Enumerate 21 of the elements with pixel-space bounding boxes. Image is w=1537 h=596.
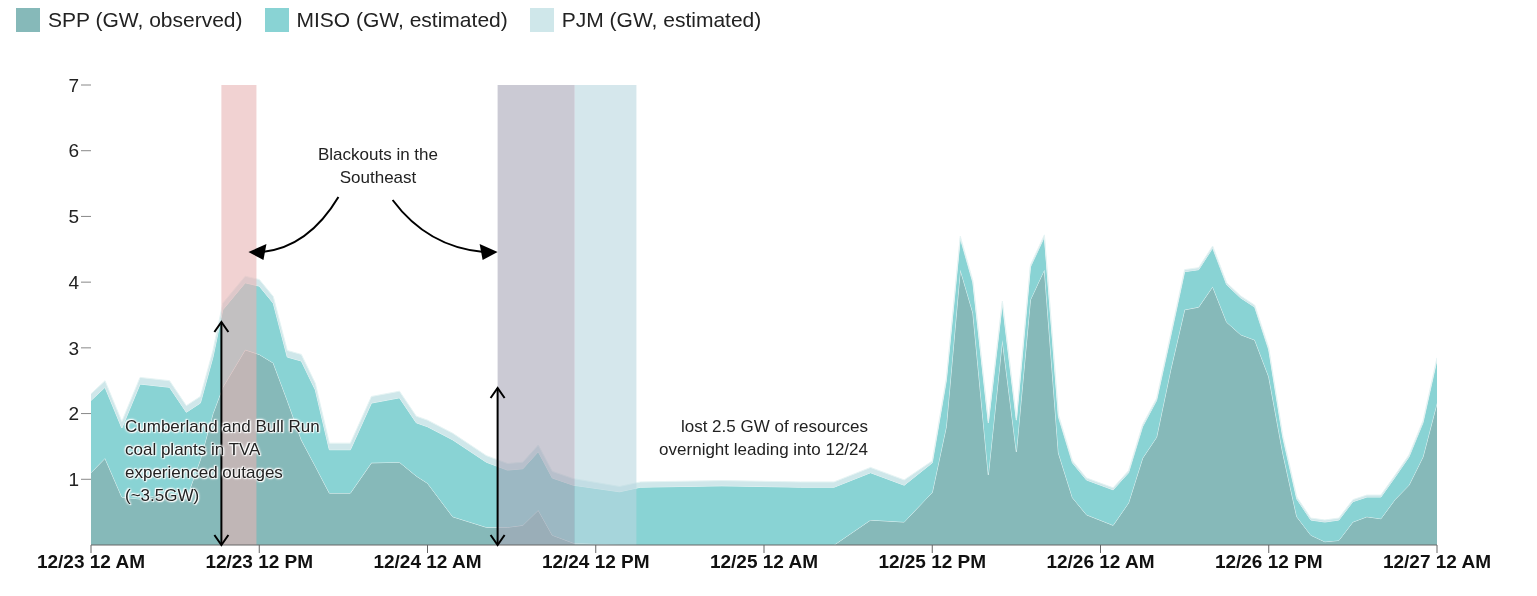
legend-label: MISO (GW, estimated) [296, 8, 508, 32]
x-tick-label: 12/27 12 AM [1382, 551, 1492, 573]
y-tick-label: 7 [68, 74, 79, 96]
x-tick-label: 12/24 12 AM [373, 551, 482, 573]
annotation: Blackouts in the Southeast [317, 144, 439, 189]
x-tick-label: 12/23 12 AM [36, 551, 146, 573]
legend-label: SPP (GW, observed) [48, 8, 243, 32]
x-tick-label: 12/26 12 PM [1214, 551, 1323, 573]
x-tick-label: 12/23 12 PM [205, 551, 314, 573]
y-tick-label: 5 [68, 206, 79, 228]
y-tick-label: 6 [68, 140, 79, 162]
annotation: lost 2.5 GW of resources overnight leading into 12/24 [658, 416, 868, 461]
y-tick-label: 3 [68, 337, 79, 359]
x-tick-label: 12/25 12 AM [709, 551, 819, 573]
legend-label: PJM (GW, estimated) [561, 8, 762, 32]
y-tick-label: 1 [68, 469, 79, 491]
x-tick-label: 12/24 12 PM [541, 551, 650, 573]
x-tick-label: 12/26 12 AM [1046, 551, 1155, 573]
x-tick-label: 12/25 12 PM [878, 551, 987, 573]
y-tick-label: 2 [68, 403, 79, 425]
y-tick-label: 4 [68, 271, 80, 293]
